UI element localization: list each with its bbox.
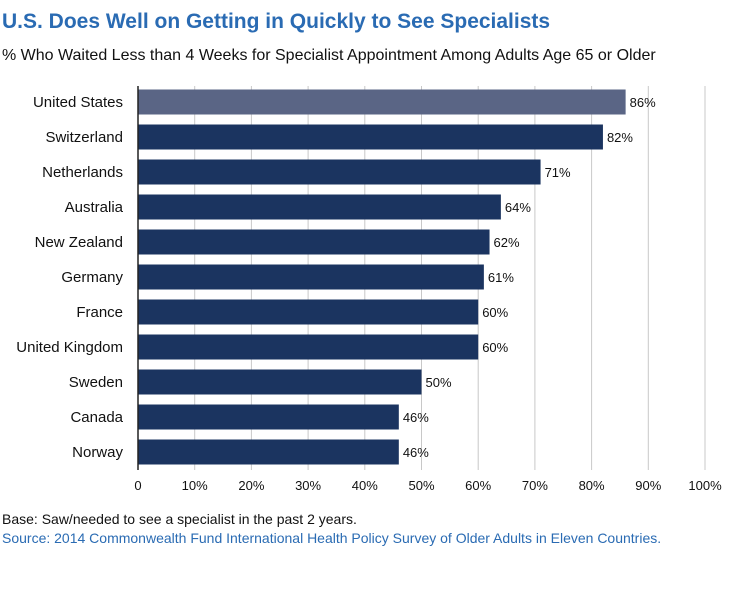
bar xyxy=(138,194,501,220)
data-label: 61% xyxy=(488,270,514,285)
category-label: United Kingdom xyxy=(16,339,123,356)
category-label: Switzerland xyxy=(45,129,123,146)
x-tick-label: 90% xyxy=(635,478,661,493)
data-label: 50% xyxy=(426,375,452,390)
bar xyxy=(138,89,626,115)
x-tick-label: 80% xyxy=(579,478,605,493)
category-label: Norway xyxy=(72,444,123,461)
x-tick-label: 10% xyxy=(182,478,208,493)
x-tick-label: 50% xyxy=(408,478,434,493)
bar xyxy=(138,404,399,430)
bar xyxy=(138,334,479,360)
bar xyxy=(138,229,490,255)
data-label: 60% xyxy=(482,340,508,355)
data-label: 86% xyxy=(630,95,656,110)
data-label: 46% xyxy=(403,410,429,425)
category-label: Australia xyxy=(65,199,124,216)
category-label: New Zealand xyxy=(35,234,123,251)
data-label: 71% xyxy=(545,165,571,180)
category-label: Netherlands xyxy=(42,164,123,181)
x-tick-label: 40% xyxy=(352,478,378,493)
bar-chart: 0 10% 20% 30% 40% 50% 60% 70% 80% 90% 100% United S… xyxy=(16,86,722,493)
category-label: France xyxy=(76,304,123,321)
bar xyxy=(138,159,541,185)
x-tick-label: 60% xyxy=(465,478,491,493)
bar xyxy=(138,299,479,325)
data-label: 64% xyxy=(505,200,531,215)
category-label: Sweden xyxy=(69,374,123,391)
bar xyxy=(138,264,484,290)
category-label: United States xyxy=(33,94,123,111)
footer-base-note: Base: Saw/needed to see a specialist in … xyxy=(2,511,357,527)
x-tick-label: 100% xyxy=(688,478,722,493)
x-tick-label: 70% xyxy=(522,478,548,493)
bar xyxy=(138,369,422,395)
category-label: Germany xyxy=(61,269,123,286)
chart-subtitle: % Who Waited Less than 4 Weeks for Speci… xyxy=(2,47,656,64)
category-label: Canada xyxy=(70,409,123,426)
data-label: 60% xyxy=(482,305,508,320)
bar xyxy=(138,124,603,150)
chart-title: U.S. Does Well on Getting in Quickly to … xyxy=(2,10,551,33)
footer-source-note: Source: 2014 Commonwealth Fund Internati… xyxy=(2,530,662,546)
data-label: 82% xyxy=(607,130,633,145)
x-tick-label: 30% xyxy=(295,478,321,493)
x-tick-label: 20% xyxy=(238,478,264,493)
x-tick-label: 0 xyxy=(134,478,141,493)
data-label: 62% xyxy=(494,235,520,250)
bar xyxy=(138,439,399,465)
data-label: 46% xyxy=(403,445,429,460)
